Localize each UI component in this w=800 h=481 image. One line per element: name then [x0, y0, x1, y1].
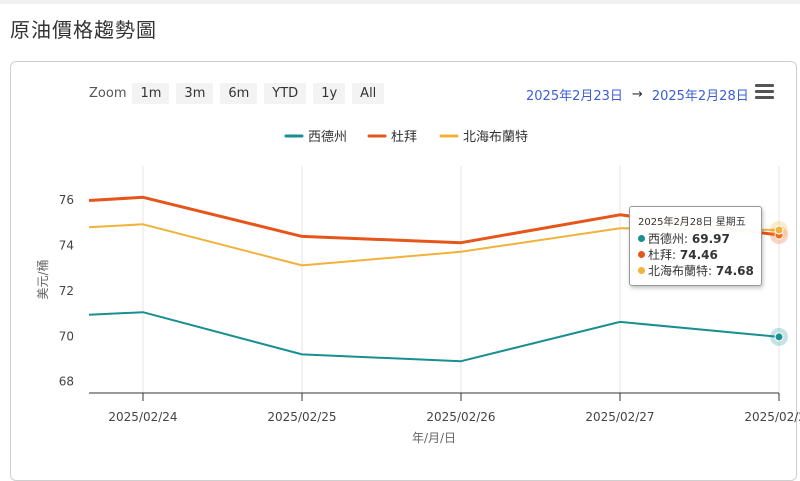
- y-tick-label: 76: [59, 193, 74, 207]
- hover-markers: [770, 221, 788, 346]
- zoom-1y-button[interactable]: 1y: [313, 83, 346, 104]
- data-point-marker: [774, 332, 784, 342]
- tooltip-series-value: 74.68: [715, 264, 754, 278]
- x-tick-label: 2025/02/28: [744, 410, 800, 424]
- range-arrow: →: [631, 87, 643, 102]
- data-point-marker: [774, 225, 784, 235]
- tooltip-series-name: 杜拜: [648, 248, 673, 262]
- tooltip-series-value: 74.46: [679, 248, 718, 262]
- tooltip-row-wti: 西德州: 69.97: [638, 231, 753, 247]
- x-tick-label: 2025/02/25: [267, 410, 336, 424]
- y-axis: 68 70 72 74 76: [59, 193, 74, 389]
- x-axis-title: 年/月/日: [412, 431, 456, 445]
- tooltip-dot-brent: [638, 267, 645, 274]
- zoom-label: Zoom: [89, 86, 127, 101]
- legend-label: 西德州: [308, 130, 347, 145]
- hamburger-menu-icon[interactable]: [755, 84, 774, 100]
- range-from-input[interactable]: 2025年2月23日: [526, 89, 623, 104]
- x-tick-label: 2025/02/24: [108, 410, 177, 424]
- zoom-6m-button[interactable]: 6m: [220, 83, 258, 104]
- y-tick-label: 72: [59, 284, 74, 298]
- zoom-3m-button[interactable]: 3m: [176, 83, 214, 104]
- chart-tooltip: 2025年2月28日 星期五 西德州: 69.97 杜拜: 74.46 北海布蘭…: [629, 206, 762, 286]
- chart-grid: [142, 166, 780, 393]
- legend: 西德州 杜拜 北海布蘭特: [284, 129, 528, 145]
- legend-label: 北海布蘭特: [463, 129, 528, 145]
- x-axis: 2025/02/24 2025/02/25 2025/02/26 2025/02/27…: [89, 392, 800, 424]
- tooltip-series-value: 69.97: [691, 232, 730, 246]
- y-tick-label: 70: [59, 329, 74, 343]
- legend-label: 杜拜: [391, 130, 417, 145]
- zoom-1m-button[interactable]: 1m: [132, 83, 170, 104]
- zoom-all-button[interactable]: All: [352, 83, 385, 104]
- page-title: 原油價格趨勢圖: [10, 18, 157, 42]
- zoom-ytd-button[interactable]: YTD: [264, 83, 307, 104]
- tooltip-dot-wti: [638, 235, 645, 242]
- tooltip-row-dubai: 杜拜: 74.46: [638, 247, 753, 263]
- y-tick-label: 68: [59, 375, 74, 389]
- tooltip-row-brent: 北海布蘭特: 74.68: [638, 263, 754, 279]
- tooltip-series-name: 西德州: [648, 232, 685, 246]
- y-axis-title: 美元/桶: [35, 259, 50, 299]
- series-line: [88, 311, 780, 363]
- top-divider: [0, 0, 800, 4]
- zoom-bar: Zoom 1m 3m 6m YTD 1y All: [89, 83, 391, 104]
- tooltip-date: 2025年2月28日 星期五: [638, 217, 746, 228]
- tooltip-dot-dubai: [638, 251, 645, 258]
- range-to-input[interactable]: 2025年2月28日: [651, 89, 749, 104]
- y-tick-label: 74: [59, 238, 74, 252]
- tooltip-series-name: 北海布蘭特: [648, 264, 709, 278]
- x-tick-label: 2025/02/26: [426, 410, 495, 424]
- x-tick-label: 2025/02/27: [585, 410, 654, 424]
- date-range-selector: 2025年2月23日 → 2025年2月28日: [526, 85, 749, 104]
